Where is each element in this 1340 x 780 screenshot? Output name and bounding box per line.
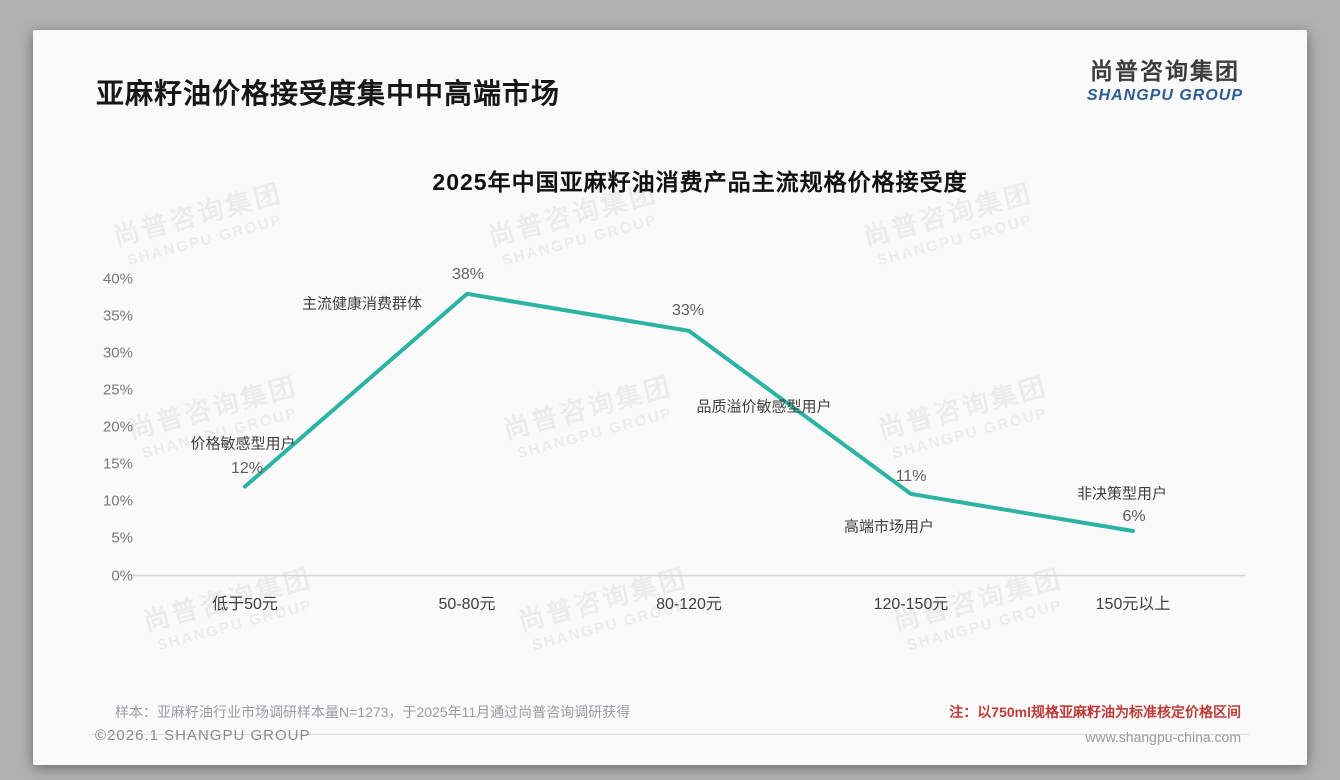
data-line xyxy=(243,291,1135,534)
data-point-label: 6% xyxy=(1122,508,1146,526)
price-note: 注：以750ml规格亚麻籽油为标准核定价格区间 xyxy=(949,704,1241,720)
chart-canvas xyxy=(133,291,1245,577)
chart-annotation: 非决策型用户 xyxy=(1076,485,1168,503)
data-point-label: 12% xyxy=(230,459,264,477)
x-axis-category-label: 80-120元 xyxy=(656,596,722,613)
x-axis-category-label: 低于50元 xyxy=(212,596,278,613)
website-link[interactable]: www.shangpu-china.com xyxy=(1085,729,1241,745)
y-axis-tick-label: 15% xyxy=(102,455,133,473)
sample-note: 样本：亚麻籽油行业市场调研样本量N=1273，于2025年11月通过尚普咨询调研… xyxy=(115,704,631,720)
y-axis-tick-label: 35% xyxy=(102,307,133,325)
data-point-label: 33% xyxy=(671,301,705,319)
y-axis-tick-label: 10% xyxy=(102,492,133,510)
chart-annotation: 主流健康消费群体 xyxy=(301,295,423,313)
logo-cn-text: 尚普咨询集团 xyxy=(1089,58,1240,84)
company-logo: 尚普咨询集团 SHANGPU GROUP xyxy=(1087,52,1243,105)
copyright-text: ©2026.1 SHANGPU GROUP xyxy=(95,727,311,744)
x-axis-category-label: 150元以上 xyxy=(1095,596,1171,613)
y-axis-tick-label: 0% xyxy=(111,567,133,584)
x-axis-category-label: 50-80元 xyxy=(438,596,496,613)
footer-divider xyxy=(89,734,1249,735)
slide-card: 尚普咨询集团 SHANGPU GROUP 尚普咨询集团 SHANGPU GROUP 尚普… xyxy=(33,30,1307,765)
x-axis-category-label: 120-150元 xyxy=(873,596,949,613)
price-acceptance-line-chart: 0% 5% 10% 15% 20% 25% 30% 35% 40% 低于50元 50-80元 80-1… xyxy=(33,30,1307,765)
chart-annotation: 品质溢价敏感型用户 xyxy=(696,398,832,416)
data-point-label: 11% xyxy=(895,467,927,485)
y-axis-tick-label: 40% xyxy=(102,270,133,288)
logo-en-text: SHANGPU GROUP xyxy=(1086,87,1243,104)
y-axis-tick-label: 5% xyxy=(111,529,133,547)
chart-title: 2025年中国亚麻籽油消费产品主流规格价格接受度 xyxy=(432,169,968,195)
y-axis-tick-label: 20% xyxy=(102,418,133,436)
data-point-label: 38% xyxy=(451,265,485,283)
y-axis-tick-label: 25% xyxy=(102,381,133,399)
chart-annotation: 价格敏感型用户 xyxy=(190,435,296,453)
y-axis-tick-label: 30% xyxy=(102,344,133,362)
chart-annotation: 高端市场用户 xyxy=(843,518,935,536)
page-title: 亚麻籽油价格接受度集中中高端市场 xyxy=(96,78,561,109)
